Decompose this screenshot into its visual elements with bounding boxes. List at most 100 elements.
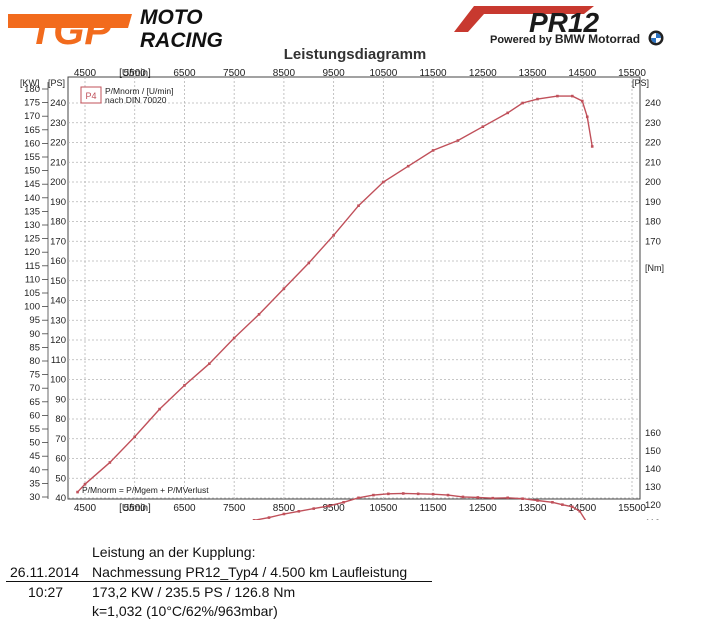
power-point xyxy=(208,362,211,365)
kw-tick-label: 80 xyxy=(29,356,40,367)
power-point xyxy=(282,287,286,290)
ps-tick-label-left: 160 xyxy=(50,256,66,267)
powered-by-line: Powered by BMW Motorrad xyxy=(490,32,640,46)
power-point xyxy=(332,234,335,237)
power-point xyxy=(232,336,236,340)
nm-tick-label: 110 xyxy=(645,518,660,520)
x-tick-label-bottom: 6500 xyxy=(173,503,196,514)
racing-line: RACING xyxy=(140,29,223,52)
x-tick-label-top: 7500 xyxy=(223,68,246,79)
kw-tick-label: 105 xyxy=(24,288,40,299)
ps-tick-label-left: 170 xyxy=(50,236,66,247)
x-tick-label-bottom: 15500 xyxy=(618,503,646,514)
torque-point xyxy=(536,499,539,502)
power-point xyxy=(590,145,594,148)
power-point xyxy=(556,94,559,98)
nm-axis-label: [Nm] xyxy=(645,263,664,273)
power-point xyxy=(456,139,460,142)
kw-tick-label: 155 xyxy=(24,152,40,163)
ps-tick-label-right: 200 xyxy=(645,177,661,188)
power-point xyxy=(406,164,410,168)
torque-point xyxy=(327,504,330,508)
torque-point xyxy=(416,492,420,496)
torque-point xyxy=(461,495,465,499)
ps-tick-label-left: 40 xyxy=(55,493,66,504)
kw-tick-label: 175 xyxy=(24,98,40,109)
kw-tick-label: 90 xyxy=(29,329,40,340)
ps-tick-label-left: 110 xyxy=(51,355,66,366)
ps-tick-label-left: 180 xyxy=(50,217,66,228)
x-tick-label-bottom: 5500 xyxy=(124,503,147,514)
power-point xyxy=(83,482,87,486)
ps-tick-label-left: 130 xyxy=(50,315,66,326)
ps-tick-label-right: 210 xyxy=(645,157,661,168)
x-tick-label-top: 9500 xyxy=(323,68,346,79)
ps-tick-label-right: 170 xyxy=(645,236,661,247)
kw-tick-label: 130 xyxy=(24,220,40,231)
power-point xyxy=(521,101,524,105)
info-divider xyxy=(6,581,432,582)
kw-tick-label: 65 xyxy=(29,397,40,408)
legend-box xyxy=(80,86,102,104)
kw-tick-label: 140 xyxy=(24,193,40,204)
torque-point xyxy=(267,516,271,519)
ps-tick-label-left: 220 xyxy=(50,138,66,149)
kw-tick-label: 170 xyxy=(24,111,40,122)
torque-point xyxy=(476,496,480,499)
x-tick-label-top: 11500 xyxy=(420,68,448,79)
kw-tick-label: 70 xyxy=(29,383,40,394)
plot-frame xyxy=(67,76,641,500)
kw-tick-label: 160 xyxy=(24,138,40,149)
x-tick-label-top: 15500 xyxy=(618,68,646,79)
kw-tick-label: 110 xyxy=(25,274,40,285)
power-point xyxy=(183,384,186,387)
x-tick-label-bottom: 10500 xyxy=(369,503,397,514)
ps-tick-label-left: 60 xyxy=(55,454,66,465)
info-line-4: k=1,032 (10°C/62%/963mbar) xyxy=(92,603,278,619)
ps-tick-label-left: 140 xyxy=(50,296,66,307)
power-point xyxy=(133,435,137,439)
tgp-logo: TGP xyxy=(8,9,132,48)
kw-tick-label: 60 xyxy=(29,410,40,421)
torque-point xyxy=(571,505,574,509)
info-date: 26.11.2014 xyxy=(10,564,80,580)
kw-tick-label: 165 xyxy=(24,125,40,136)
power-torque-chart: 4500 4500 5500 5500 6500 6500 7500 7500 8500 8500… xyxy=(20,68,664,520)
torque-point xyxy=(372,493,375,497)
torque-curve xyxy=(252,492,587,520)
info-time: 10:27 xyxy=(28,584,64,600)
pr12-logo-text: PR12 xyxy=(529,7,599,38)
ps-axis-label-left: [PS] xyxy=(48,78,65,88)
kw-tick-label: 145 xyxy=(24,179,40,190)
nm-tick-label: 150 xyxy=(645,446,661,457)
kw-tick-label: 30 xyxy=(29,492,40,503)
ps-tick-label-right: 190 xyxy=(645,197,661,208)
ps-tick-label-left: 190 xyxy=(50,197,66,208)
torque-point xyxy=(387,492,390,496)
x-tick-label-bottom: 7500 xyxy=(223,503,246,514)
x-unit-label-bottom: [U/min] xyxy=(119,503,151,514)
ps-tick-label-right: 240 xyxy=(645,98,661,109)
ps-tick-label-right: 180 xyxy=(645,217,661,228)
nm-tick-label: 130 xyxy=(645,482,661,493)
x-tick-label-bottom: 11500 xyxy=(420,503,448,514)
torque-point xyxy=(578,510,582,513)
torque-point xyxy=(491,496,495,500)
nm-tick-label: 140 xyxy=(645,464,661,475)
moto-racing-wordmark: MOTO RACING xyxy=(140,6,223,52)
kw-axis-label: [KW] xyxy=(20,78,40,88)
ps-tick-label-left: 150 xyxy=(50,276,66,287)
pr12-logo: PR12 xyxy=(454,6,599,38)
kw-tick-label: 85 xyxy=(29,342,40,353)
torque-point xyxy=(312,507,316,510)
ps-axis-label-right: [PS] xyxy=(632,78,649,88)
x-tick-label-top: 4500 xyxy=(74,68,97,79)
power-point xyxy=(431,149,435,152)
kw-tick-label: 125 xyxy=(24,234,40,245)
bmw-roundel-icon xyxy=(648,30,664,46)
power-point xyxy=(580,99,584,103)
ps-tick-label-right: 230 xyxy=(645,118,661,129)
power-point xyxy=(357,204,360,207)
kw-tick-label: 180 xyxy=(24,84,40,95)
torque-point xyxy=(506,496,509,500)
